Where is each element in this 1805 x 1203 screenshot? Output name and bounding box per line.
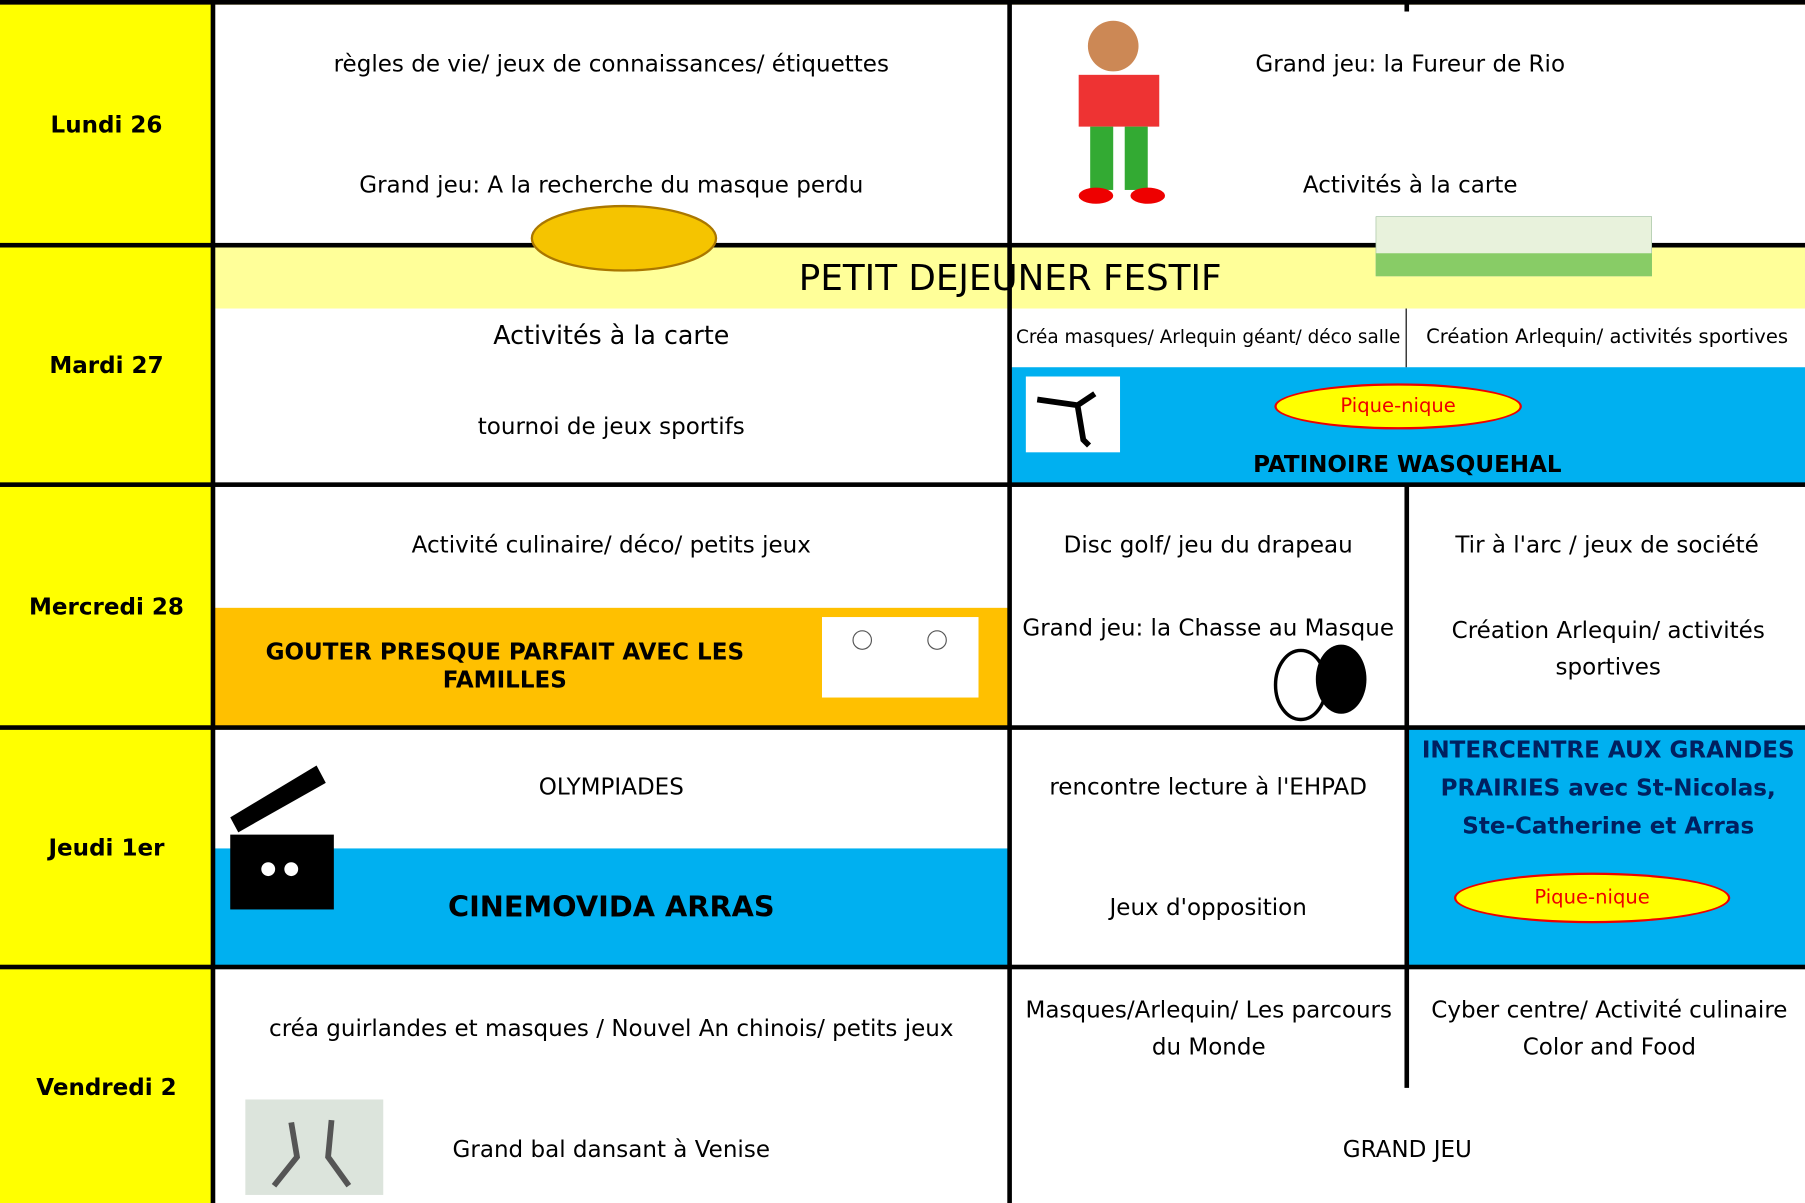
- dancers-image: [245, 1099, 384, 1195]
- activity: Activité culinaire/ déco/ petits jeux: [411, 530, 811, 558]
- activity: Jeux d'opposition: [1109, 892, 1307, 921]
- day-label: Jeudi 1er: [48, 833, 165, 862]
- activity: tournoi de jeux sportifs: [477, 412, 745, 440]
- activity: Masques/Arlequin/ Les parcours du Monde: [1025, 995, 1393, 1061]
- activity: Grand jeu: A la recherche du masque perd…: [359, 170, 864, 199]
- activity: créa guirlandes et masques / Nouvel An c…: [269, 1013, 954, 1042]
- outing: PATINOIRE WASQUEHAL: [1253, 450, 1562, 478]
- activity: Grand jeu: la Fureur de Rio: [1255, 49, 1566, 78]
- outing: GOUTER PRESQUE PARFAIT AVEC LES FAMILLES: [265, 637, 745, 693]
- grid-line: [1405, 308, 1407, 368]
- masks-image: [1273, 644, 1367, 722]
- banner: PETIT DEJEUNER FESTIF: [798, 257, 1222, 299]
- picnic-badge: Pique-nique: [1274, 383, 1522, 430]
- grid-line: [1404, 484, 1410, 1088]
- activity: GRAND JEU: [1342, 1134, 1472, 1163]
- cooks-image: [821, 617, 979, 698]
- outing: CINEMOVIDA ARRAS: [447, 889, 775, 924]
- clown-image: [1078, 20, 1166, 204]
- activity: Disc golf/ jeu du drapeau: [1063, 530, 1353, 558]
- table-image: [1375, 216, 1652, 277]
- skater-image: [1025, 376, 1121, 453]
- activity: Tir à l'arc / jeux de société: [1455, 530, 1759, 558]
- activity: règles de vie/ jeux de connaissances/ ét…: [333, 49, 889, 78]
- grid-line: [0, 725, 1805, 730]
- activity: Création Arlequin/ activités sportives: [1451, 615, 1765, 680]
- activity: OLYMPIADES: [538, 771, 684, 800]
- grid-line: [0, 242, 1805, 248]
- activity: Grand bal dansant à Venise: [452, 1134, 771, 1163]
- clapper-image: [230, 765, 334, 910]
- activity: Grand jeu: la Chasse au Masque: [1022, 613, 1394, 641]
- day-column: [0, 0, 213, 1203]
- grid-line: [0, 0, 1805, 5]
- activity: Activités à la carte: [493, 322, 730, 352]
- activity: Créa masques/ Arlequin géant/ déco salle: [1016, 325, 1401, 348]
- grid-line: [0, 482, 1805, 487]
- activity: Création Arlequin/ activités sportives: [1426, 325, 1789, 349]
- day-label: Mardi 27: [49, 351, 164, 379]
- activity: Activités à la carte: [1302, 170, 1518, 199]
- croissant-image: [530, 204, 718, 272]
- activity: Cyber centre/ Activité culinaire Color a…: [1431, 995, 1788, 1061]
- grid-line: [0, 964, 1805, 970]
- cinema-bg: [212, 848, 1010, 968]
- day-label: Vendredi 2: [36, 1072, 177, 1100]
- outing: INTERCENTRE AUX GRANDES PRAIRIES avec St…: [1421, 735, 1795, 839]
- grid-line: [1404, 0, 1410, 12]
- grid-line: [210, 0, 216, 1203]
- day-label: Mercredi 28: [29, 592, 184, 620]
- day-label: Lundi 26: [50, 109, 163, 138]
- intercentre-bg: [1406, 727, 1805, 968]
- grid-line: [1007, 0, 1012, 1203]
- picnic-badge: Pique-nique: [1453, 872, 1731, 924]
- activity: rencontre lecture à l'EHPAD: [1049, 771, 1368, 800]
